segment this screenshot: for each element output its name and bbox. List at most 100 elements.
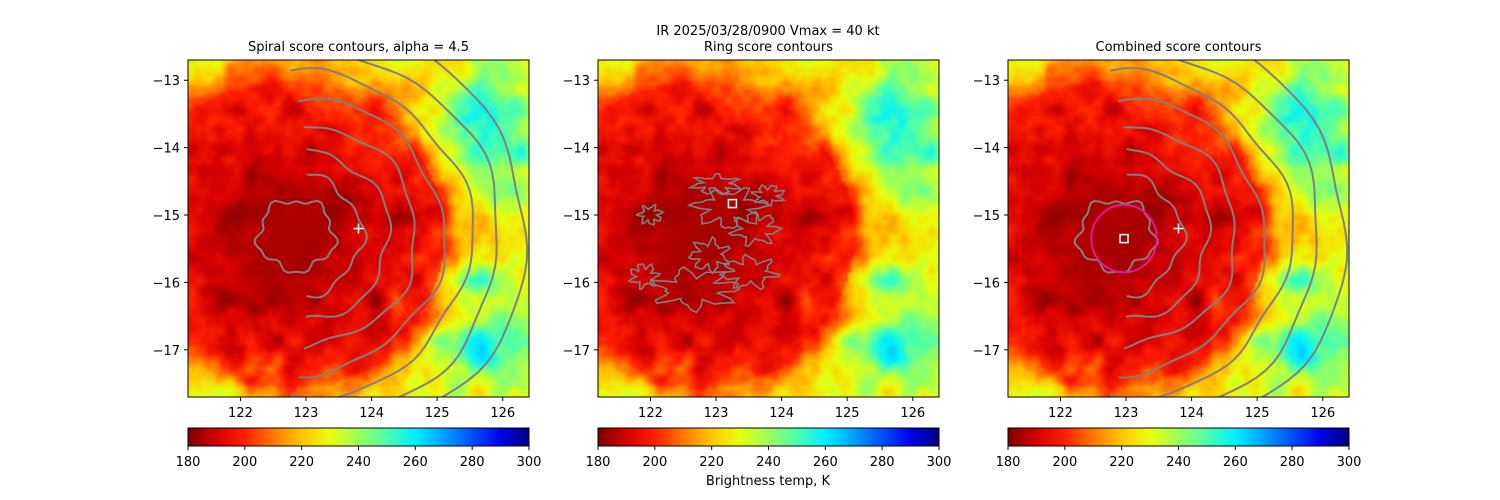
y-tick-label: −17 xyxy=(153,344,180,359)
x-tick-label: 122 xyxy=(228,406,253,421)
colorbar-tick-label: 180 xyxy=(176,455,201,470)
panel-1: Spiral score contours, alpha = 4.5 122 123… xyxy=(153,40,542,470)
x-tick-label: 123 xyxy=(704,406,729,421)
y-tick-label: −16 xyxy=(973,276,1000,291)
colorbar-tick-label: 200 xyxy=(1052,455,1077,470)
x-tick-label: 124 xyxy=(359,406,384,421)
colorbar-tick-label: 260 xyxy=(813,455,838,470)
ring-contour xyxy=(635,203,665,227)
spiral-contour xyxy=(290,66,474,397)
colorbar-tick-label: 260 xyxy=(1223,455,1248,470)
colorbar-tick-label: 260 xyxy=(403,455,428,470)
y-tick-label: −15 xyxy=(973,209,1000,224)
ring-contour xyxy=(727,210,784,248)
axes-frame xyxy=(1007,59,1350,398)
colorbar-tick-label: 300 xyxy=(927,455,952,470)
spiral-contour xyxy=(298,97,446,379)
panel-3: Combined score contours 122 123 124 125 126 −1… xyxy=(973,40,1362,470)
y-tick-label: −14 xyxy=(153,142,180,157)
spiral-contour xyxy=(1125,148,1213,318)
ring-contour xyxy=(686,186,772,230)
x-tick-label: 126 xyxy=(900,406,925,421)
y-tick-label: −17 xyxy=(973,344,1000,359)
colorbar-tick-label: 240 xyxy=(756,455,781,470)
y-tick-label: −13 xyxy=(563,74,590,89)
ring-contour xyxy=(718,253,782,291)
spiral-contour xyxy=(1126,173,1188,299)
spiral-contour xyxy=(1073,199,1159,274)
colorbar-tick-label: 200 xyxy=(232,455,257,470)
x-tick-label: 125 xyxy=(835,406,860,421)
x-tick-label: 124 xyxy=(769,406,794,421)
colorbar-tick-label: 240 xyxy=(346,455,371,470)
axes-frame xyxy=(187,59,530,398)
brightness-heatmap xyxy=(598,60,939,397)
ring-contour xyxy=(687,172,743,196)
x-tick-label: 122 xyxy=(1048,406,1073,421)
colorbar-tick-label: 220 xyxy=(699,455,724,470)
spiral-contour xyxy=(1252,60,1349,397)
x-tick-label: 124 xyxy=(1179,406,1204,421)
y-tick-label: −14 xyxy=(973,142,1000,157)
colorbar xyxy=(1007,427,1350,447)
y-tick-label: −16 xyxy=(153,276,180,291)
colorbar-tick-label: 280 xyxy=(460,455,485,470)
spiral-contour xyxy=(306,173,368,299)
colorbar xyxy=(597,427,940,447)
y-tick-label: −15 xyxy=(153,209,180,224)
score-contours xyxy=(1073,60,1349,397)
colorbar-tick-label: 280 xyxy=(870,455,895,470)
figure-suptitle: IR 2025/03/28/0900 Vmax = 40 kt xyxy=(656,24,879,39)
spiral-contour xyxy=(432,60,529,397)
colorbar xyxy=(187,427,530,447)
colorbar-label: Brightness temp, K xyxy=(706,474,831,489)
spiral-contour xyxy=(305,148,393,318)
score-contours xyxy=(627,172,787,314)
ring-contour xyxy=(627,262,662,290)
center-plus-marker xyxy=(1173,223,1184,234)
x-tick-label: 123 xyxy=(294,406,319,421)
y-tick-label: −13 xyxy=(153,74,180,89)
colorbar-tick-label: 300 xyxy=(1337,455,1362,470)
x-tick-label: 125 xyxy=(1245,406,1270,421)
x-tick-label: 126 xyxy=(1310,406,1335,421)
center-square-marker xyxy=(727,198,738,209)
axes-frame xyxy=(597,59,940,398)
ring-contour xyxy=(687,235,732,275)
ring-contour xyxy=(649,266,741,314)
colorbar-tick-label: 180 xyxy=(996,455,1021,470)
panels: Spiral score contours, alpha = 4.5 122 123… xyxy=(153,40,1362,470)
colorbar-tick-label: 240 xyxy=(1166,455,1191,470)
spiral-contour xyxy=(1175,60,1318,397)
score-contours xyxy=(253,60,529,397)
ring-contour xyxy=(750,183,787,208)
spiral-contour xyxy=(1110,66,1294,397)
panel-2: Ring score contours 122 123 124 125 126 −13 −14… xyxy=(563,40,952,470)
colorbar-tick-label: 220 xyxy=(1109,455,1134,470)
y-tick-label: −13 xyxy=(973,74,1000,89)
spiral-contour xyxy=(355,60,498,397)
spiral-contour xyxy=(1118,97,1266,379)
spiral-contour xyxy=(253,199,339,274)
colorbar-tick-label: 280 xyxy=(1280,455,1305,470)
spiral-contour xyxy=(1123,126,1236,350)
y-tick-label: −16 xyxy=(563,276,590,291)
y-tick-label: −15 xyxy=(563,209,590,224)
colorbar-tick-label: 300 xyxy=(517,455,542,470)
center-square-marker xyxy=(1119,233,1129,244)
panel-title: Ring score contours xyxy=(704,40,833,55)
colorbar-tick-label: 200 xyxy=(642,455,667,470)
colorbar-tick-label: 220 xyxy=(289,455,314,470)
colorbar-tick-label: 180 xyxy=(586,455,611,470)
panel-title: Combined score contours xyxy=(1096,40,1262,55)
spiral-contour xyxy=(303,126,416,350)
ring-circle-marker xyxy=(1090,203,1158,274)
y-tick-label: −14 xyxy=(563,142,590,157)
panel-title: Spiral score contours, alpha = 4.5 xyxy=(248,40,469,55)
x-tick-label: 123 xyxy=(1114,406,1139,421)
x-tick-label: 122 xyxy=(638,406,663,421)
center-plus-marker xyxy=(353,223,364,234)
x-tick-label: 125 xyxy=(425,406,450,421)
x-tick-label: 126 xyxy=(490,406,515,421)
